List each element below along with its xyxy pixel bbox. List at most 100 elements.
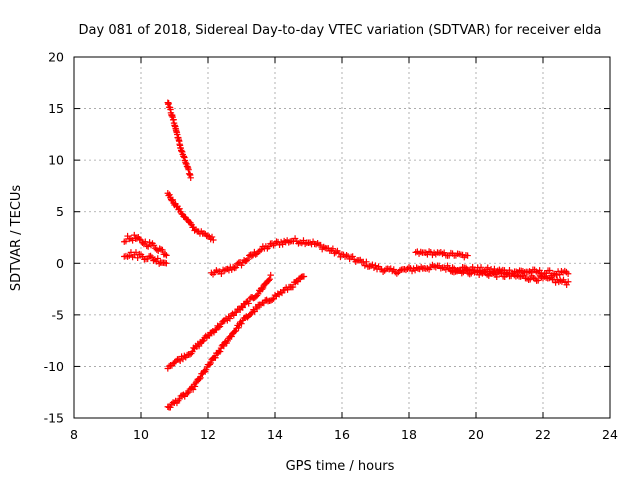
data-point xyxy=(300,273,308,280)
data-point xyxy=(235,324,242,331)
data-point xyxy=(244,256,252,263)
data-point xyxy=(258,286,266,293)
data-point xyxy=(191,383,199,390)
x-tick-label: 16 xyxy=(334,427,350,442)
data-point xyxy=(243,257,250,264)
data-point xyxy=(228,333,235,340)
data-point xyxy=(163,252,170,259)
data-point xyxy=(181,352,188,360)
data-point xyxy=(189,348,196,355)
data-point xyxy=(142,238,149,245)
data-point xyxy=(265,243,273,250)
data-point xyxy=(126,252,133,259)
data-point xyxy=(300,237,307,244)
data-point xyxy=(208,233,216,241)
data-point xyxy=(320,243,327,251)
data-point xyxy=(361,262,369,269)
data-point xyxy=(139,239,146,246)
series-lower-offset-arc xyxy=(446,264,572,289)
data-point xyxy=(265,277,272,284)
data-point xyxy=(564,270,572,277)
y-tick-label: 10 xyxy=(48,153,64,168)
data-point xyxy=(289,283,297,291)
data-point xyxy=(150,242,158,249)
data-point xyxy=(167,404,174,411)
data-point xyxy=(202,366,210,373)
y-tick-label: 15 xyxy=(48,101,64,116)
data-point xyxy=(413,264,420,271)
data-point xyxy=(197,374,204,382)
data-point xyxy=(363,258,370,265)
x-tick-label: 14 xyxy=(267,427,283,442)
data-point xyxy=(393,270,401,277)
x-tick-label: 22 xyxy=(535,427,551,442)
y-axis-ticks: 20 15 10 5 0 -5 -10 -15 xyxy=(44,50,610,426)
series-falling-arc-mid xyxy=(164,190,217,244)
data-point xyxy=(536,267,543,274)
data-point xyxy=(463,266,470,273)
data-point xyxy=(226,315,234,322)
data-point xyxy=(258,246,265,253)
data-point xyxy=(266,275,273,283)
data-point xyxy=(212,354,219,361)
data-point xyxy=(211,326,219,334)
data-point xyxy=(147,252,154,260)
data-point xyxy=(263,296,270,304)
data-point xyxy=(349,253,356,260)
data-point xyxy=(231,328,238,335)
data-point xyxy=(204,232,212,239)
data-point xyxy=(306,239,314,246)
data-point xyxy=(131,231,138,239)
data-point xyxy=(484,264,491,271)
data-point xyxy=(176,395,183,403)
x-tick-label: 24 xyxy=(602,427,618,442)
data-point xyxy=(493,273,500,281)
data-point xyxy=(169,196,177,204)
y-tick-label: -10 xyxy=(44,359,64,374)
data-point xyxy=(535,277,542,284)
data-point xyxy=(442,266,450,273)
data-point xyxy=(232,264,240,271)
data-point xyxy=(405,264,413,271)
data-point xyxy=(215,324,222,331)
data-point xyxy=(464,252,471,259)
y-tick-label: 0 xyxy=(56,256,64,271)
data-point xyxy=(187,174,194,182)
grid-lines xyxy=(74,57,610,418)
data-point xyxy=(546,267,553,274)
data-point xyxy=(195,342,203,350)
series-main-trend xyxy=(208,235,572,279)
data-point xyxy=(220,342,228,350)
x-tick-label: 12 xyxy=(200,427,216,442)
chart-title: Day 081 of 2018, Sidereal Day-to-day VTE… xyxy=(79,23,602,38)
x-tick-label: 18 xyxy=(401,427,417,442)
x-tick-label: 20 xyxy=(468,427,484,442)
data-point xyxy=(352,258,359,265)
data-point xyxy=(218,270,225,277)
data-point xyxy=(132,249,140,256)
data-point xyxy=(475,271,483,279)
data-point xyxy=(122,237,130,245)
series-upper-offset-arc xyxy=(412,248,471,261)
data-point xyxy=(271,291,279,299)
data-point xyxy=(146,239,153,246)
data-point xyxy=(369,261,376,268)
data-point xyxy=(278,289,286,297)
data-point xyxy=(312,241,320,248)
data-point xyxy=(225,267,233,274)
series-early-cluster-b xyxy=(121,249,170,267)
data-point xyxy=(156,245,163,252)
data-point xyxy=(210,236,217,244)
x-tick-label: 10 xyxy=(133,427,149,442)
data-point xyxy=(417,263,425,271)
data-point xyxy=(294,278,302,285)
data-point xyxy=(332,249,340,256)
data-point xyxy=(245,300,252,307)
data-point xyxy=(267,271,274,279)
x-axis-label: GPS time / hours xyxy=(286,459,395,474)
data-points xyxy=(121,99,572,411)
data-point xyxy=(343,251,350,259)
data-point xyxy=(230,312,237,319)
data-point xyxy=(154,255,161,262)
